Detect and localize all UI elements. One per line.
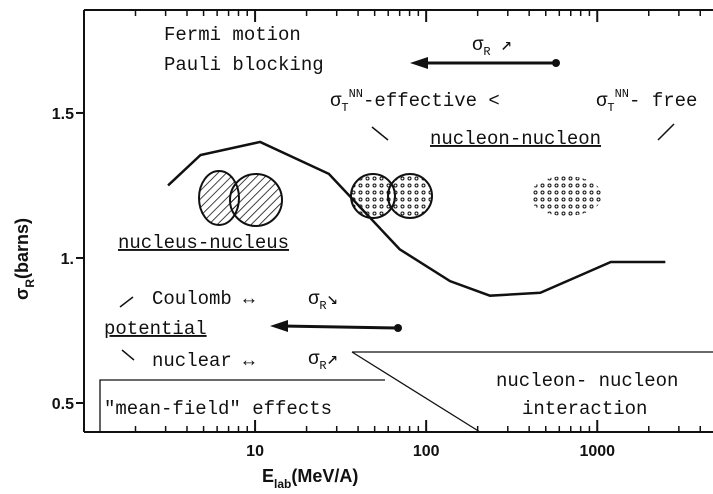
arrow-dot	[394, 324, 402, 332]
subscript: R	[319, 299, 326, 313]
arrow-symbol: ↗	[501, 34, 512, 56]
bracket	[657, 123, 675, 141]
annotation: σR↘	[308, 288, 338, 313]
superscript: NN	[349, 87, 363, 101]
subscript: T	[341, 101, 348, 115]
x-tick-label: 10	[246, 443, 264, 460]
annotation: σR↗	[308, 348, 338, 373]
arrow-symbol: ↘	[327, 288, 338, 310]
label-main: E	[262, 466, 274, 486]
arrow	[281, 324, 399, 330]
bracket	[371, 126, 389, 141]
symbol: σ	[308, 288, 320, 310]
annotation: Fermi motion	[164, 24, 301, 46]
symbol: σ	[596, 90, 608, 112]
arrow-dot	[552, 59, 560, 67]
arrowhead	[410, 57, 428, 69]
y-tick-label: 1.	[61, 251, 74, 268]
annotation: nucleon-nucleon	[430, 128, 601, 150]
interaction-box	[351, 351, 713, 433]
mean-field-box	[99, 379, 385, 432]
nucleus	[387, 173, 433, 219]
y-tick-label: 0.5	[52, 396, 74, 413]
annotation-text: -effective <	[363, 90, 500, 112]
symbol: σ	[330, 90, 342, 112]
x-axis-label: Elab(MeV/A)	[262, 466, 358, 491]
symbol: σ	[308, 348, 320, 370]
label-main: σ	[12, 288, 32, 300]
label-unit: (MeV/A)	[291, 466, 358, 486]
annotation: nucleus-nucleus	[118, 232, 289, 254]
annotation: nucleon- nucleon	[496, 370, 678, 392]
nucleon-gas	[530, 176, 602, 216]
superscript: NN	[615, 87, 629, 101]
label-sub: lab	[274, 477, 291, 491]
y-tick-label: 1.5	[52, 106, 74, 123]
annotation: "mean-field" effects	[104, 398, 332, 420]
label-unit: (barns)	[12, 218, 32, 279]
x-tick-label: 1000	[579, 443, 615, 460]
annotation: interaction	[522, 398, 647, 420]
arrowhead	[270, 320, 288, 332]
symbol: σ	[472, 34, 484, 56]
annotation: σTNN-effective <	[330, 87, 500, 115]
arrow-symbol: ↗	[327, 348, 338, 370]
curve	[167, 140, 666, 297]
annotation: σR ↗	[472, 34, 512, 59]
annotation: potential	[104, 318, 207, 340]
bracket	[121, 349, 135, 361]
subscript: R	[483, 45, 490, 59]
annotation: Pauli blocking	[164, 54, 324, 76]
annotation: nuclear ↔	[152, 350, 255, 372]
y-axis-label: σR(barns)	[12, 218, 37, 300]
nucleus	[229, 173, 283, 227]
subscript: T	[607, 101, 614, 115]
x-tick-label: 100	[413, 443, 440, 460]
annotation-text: - free	[629, 90, 697, 112]
annotation: σTNN- free	[596, 87, 697, 115]
subscript: R	[319, 359, 326, 373]
label-sub: R	[23, 279, 37, 288]
annotation: Coulomb ↔	[152, 288, 255, 310]
bracket	[119, 296, 134, 308]
